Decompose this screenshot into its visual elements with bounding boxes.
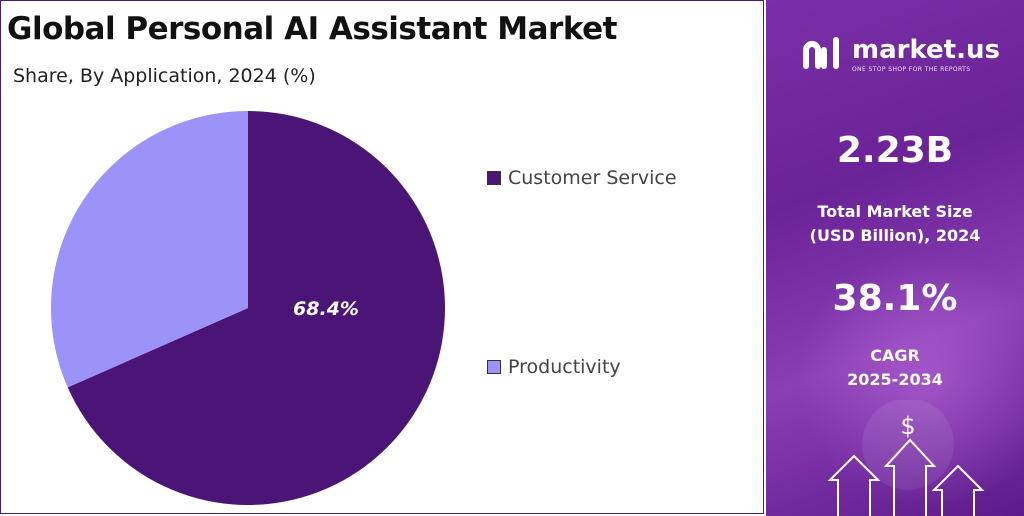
market-us-logo-icon bbox=[803, 37, 839, 69]
data-label-customer-service: 68.4% bbox=[293, 298, 359, 320]
cagr-value: 38.1% bbox=[832, 278, 958, 319]
legend-swatch-productivity bbox=[487, 360, 501, 374]
pie-slice-customer-service bbox=[67, 111, 445, 506]
chart-panel: Global Personal AI Assistant Market Shar… bbox=[0, 0, 764, 514]
brand-name: market.us bbox=[852, 35, 1000, 65]
legend-label-productivity: Productivity bbox=[508, 356, 621, 378]
background-glow bbox=[796, 250, 1024, 510]
brand-logo: market.us ONE STOP SHOP FOR THE REPORTS bbox=[802, 36, 1000, 73]
market-size-label-line1: Total Market Size bbox=[817, 202, 973, 221]
stats-sidebar: market.us ONE STOP SHOP FOR THE REPORTS … bbox=[766, 0, 1024, 516]
legend-item-productivity: Productivity bbox=[487, 356, 621, 378]
cagr-label-line1: CAGR bbox=[870, 346, 920, 365]
dollar-sign-icon: $ bbox=[900, 412, 915, 440]
chart-subtitle: Share, By Application, 2024 (%) bbox=[13, 65, 316, 87]
cagr-label-line2: 2025-2034 bbox=[847, 370, 943, 389]
chart-title: Global Personal AI Assistant Market bbox=[7, 11, 617, 47]
growth-arrows-graphic: $ bbox=[827, 400, 985, 516]
legend-label-customer-service: Customer Service bbox=[508, 167, 677, 189]
market-size-label-line2: (USD Billion), 2024 bbox=[809, 226, 981, 245]
pie-chart: 68.4% bbox=[51, 111, 445, 506]
market-size-value: 2.23B bbox=[836, 130, 954, 171]
legend-swatch-customer-service bbox=[487, 171, 501, 185]
brand-tagline: ONE STOP SHOP FOR THE REPORTS bbox=[852, 66, 971, 73]
legend-item-customer-service: Customer Service bbox=[487, 167, 677, 189]
pie-slice-productivity bbox=[51, 111, 249, 388]
